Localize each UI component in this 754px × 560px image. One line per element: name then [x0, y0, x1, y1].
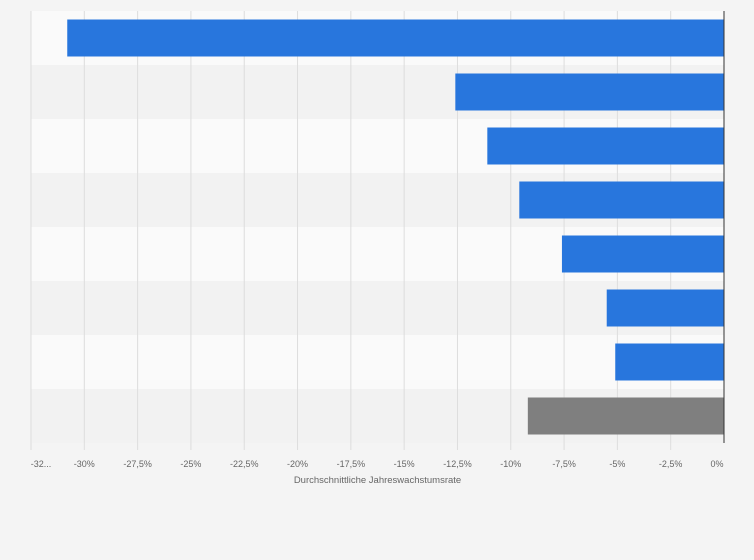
x-tick-label: -17,5%	[337, 459, 366, 469]
x-tick-label: -10%	[500, 459, 521, 469]
x-tick-label: -7,5%	[552, 459, 576, 469]
bars	[67, 19, 725, 435]
x-tick-label: -15%	[394, 459, 415, 469]
bar	[487, 127, 724, 165]
x-tick-label: -25%	[180, 459, 201, 469]
row-band	[31, 335, 724, 389]
x-tick-label: -32...	[31, 459, 52, 469]
x-tick-label: -30%	[74, 459, 95, 469]
x-axis-title: Durchschnittliche Jahreswachstumsrate	[294, 475, 461, 486]
bar	[561, 235, 724, 273]
x-tick-label: -12,5%	[443, 459, 472, 469]
bar	[67, 19, 725, 57]
bar	[519, 181, 724, 219]
x-tick-label: -5%	[609, 459, 625, 469]
x-tick-label: -20%	[287, 459, 308, 469]
x-tick-label: -27,5%	[123, 459, 152, 469]
bar	[455, 73, 724, 111]
x-tick-labels: -32... -30% -27,5% -25% -22,5% -20% -17,5% -15%…	[31, 459, 724, 469]
x-tick-label: -2,5%	[659, 459, 683, 469]
bar	[527, 397, 724, 435]
x-tick-label: 0%	[710, 459, 723, 469]
bar	[606, 289, 724, 327]
x-tick-label: -22,5%	[230, 459, 259, 469]
bar	[615, 343, 724, 381]
gridlines	[30, 11, 672, 450]
